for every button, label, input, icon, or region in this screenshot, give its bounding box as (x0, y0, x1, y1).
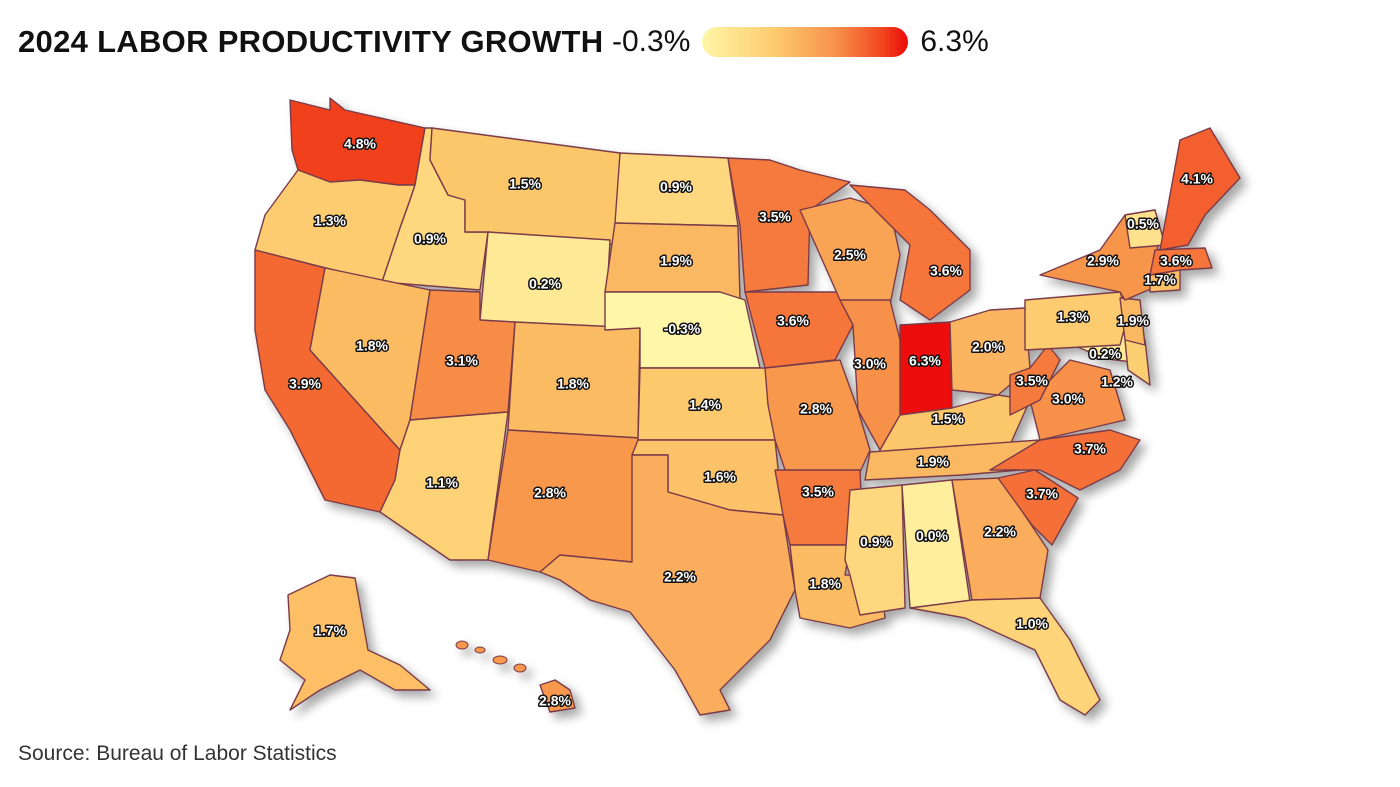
state-value-label-nd: 0.9% (660, 179, 692, 195)
header: 2024 LABOR PRODUCTIVITY GROWTH (18, 20, 603, 64)
state-value-label-mi: 3.6% (930, 263, 962, 279)
state-value-label-il: 3.0% (854, 356, 886, 372)
state-value-label-or: 1.3% (314, 213, 346, 229)
state-value-label-in: 6.3% (909, 353, 941, 369)
state-value-label-oh: 2.0% (972, 339, 1004, 355)
state-value-label-nm: 2.8% (534, 485, 566, 501)
hawaii-island-1 (455, 640, 469, 650)
state-sc (997, 469, 1079, 546)
hawaii-island-2 (474, 646, 486, 654)
state-value-label-ok: 1.6% (704, 469, 736, 485)
state-value-label-mt: 1.5% (509, 176, 541, 192)
legend-gradient-bar (702, 27, 909, 57)
state-value-label-ct: 1.7% (1144, 272, 1176, 288)
state-value-label-nj: 1.9% (1117, 313, 1149, 329)
state-value-label-ak: 1.7% (314, 623, 346, 639)
state-fl (909, 597, 1101, 716)
state-value-label-az: 1.1% (426, 475, 458, 491)
state-value-label-sd: 1.9% (660, 253, 692, 269)
state-wv (1009, 344, 1061, 416)
legend-min-label: -0.3% (612, 25, 691, 58)
state-value-label-me: 4.1% (1181, 171, 1213, 187)
state-nj (1119, 297, 1146, 346)
state-mi (849, 184, 971, 321)
state-value-label-fl: 1.0% (1016, 616, 1048, 632)
state-value-label-md: 0.2% (1089, 346, 1121, 362)
state-value-label-la: 1.8% (809, 576, 841, 592)
state-ak (279, 574, 431, 711)
state-value-label-al: 0.0% (916, 528, 948, 544)
state-value-label-vt: 0.5% (1127, 216, 1159, 232)
state-value-label-va: 3.0% (1052, 391, 1084, 407)
state-value-label-ky: 1.5% (932, 411, 964, 427)
state-me (1159, 127, 1241, 251)
color-legend: -0.3% 6.3% (612, 20, 989, 64)
state-hi (539, 679, 576, 713)
state-value-label-de: 1.2% (1101, 374, 1133, 390)
state-value-label-ms: 0.9% (860, 534, 892, 550)
state-value-label-ar: 3.5% (802, 484, 834, 500)
state-value-label-ks: 1.4% (689, 397, 721, 413)
hawaii-island-3 (492, 655, 508, 665)
state-ga (951, 477, 1049, 601)
state-value-label-nv: 1.8% (356, 338, 388, 354)
legend-max-label: 6.3% (920, 25, 989, 58)
state-nc (989, 429, 1141, 491)
state-value-label-ny: 2.9% (1087, 253, 1119, 269)
state-value-label-tn: 1.9% (917, 454, 949, 470)
state-value-label-nc: 3.7% (1074, 441, 1106, 457)
state-value-label-hi: 2.8% (539, 693, 571, 709)
state-value-label-pa: 1.3% (1057, 309, 1089, 325)
map-title: 2024 LABOR PRODUCTIVITY GROWTH (18, 24, 604, 59)
state-value-label-ga: 2.2% (984, 524, 1016, 540)
state-az (379, 411, 509, 561)
hawaii-island-4 (513, 663, 527, 673)
state-ia (744, 291, 854, 369)
state-value-label-wi: 2.5% (834, 247, 866, 263)
state-value-label-mo: 2.8% (800, 401, 832, 417)
state-value-label-ia: 3.6% (777, 313, 809, 329)
state-value-label-wv: 3.5% (1016, 373, 1048, 389)
state-value-label-wa: 4.8% (344, 136, 376, 152)
state-nm (487, 429, 641, 573)
state-value-label-mn: 3.5% (759, 209, 791, 225)
source-note: Source: Bureau of Labor Statistics (18, 742, 337, 765)
state-value-label-tx: 2.2% (664, 569, 696, 585)
state-value-label-co: 1.8% (557, 376, 589, 392)
state-ma (1149, 247, 1213, 276)
state-tx (539, 454, 796, 716)
state-value-label-ut: 3.1% (446, 353, 478, 369)
state-value-label-ma: 3.6% (1160, 253, 1192, 269)
state-value-label-ne: -0.3% (664, 321, 701, 337)
state-value-label-sc: 3.7% (1026, 486, 1058, 502)
state-value-label-ca: 3.9% (289, 376, 321, 392)
state-value-label-id: 0.9% (414, 231, 446, 247)
state-value-label-wy: 0.2% (529, 276, 561, 292)
state-va (1029, 359, 1126, 441)
